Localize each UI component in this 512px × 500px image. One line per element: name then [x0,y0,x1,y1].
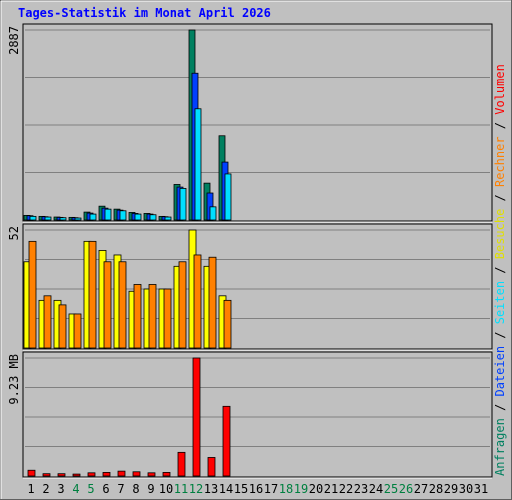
day-label-23: 23 [354,482,368,496]
legend-item: Rechner [493,136,507,194]
bar-seiten-day-5 [89,213,97,221]
day-label-2: 2 [42,482,49,496]
bar-rechner-day-5 [88,240,97,349]
bar-seiten-day-6 [104,208,112,221]
bar-seiten-day-4 [74,217,82,221]
bar-volumen-day-11 [177,451,186,477]
volume-panel: 9.23 MB [7,351,493,479]
day-label-17: 17 [264,482,278,496]
bar-seiten-day-2 [44,216,52,221]
series-legend: Anfragen / Dateien / Seiten / Besuche / … [493,64,507,476]
hits-plot-area [22,23,493,222]
bar-volumen-day-6 [102,472,111,477]
bar-rechner-day-3 [58,304,67,349]
bar-seiten-day-13 [209,206,217,221]
day-label-7: 7 [117,482,124,496]
bar-seiten-day-8 [134,213,142,221]
bar-volumen-day-13 [207,457,216,477]
bar-rechner-day-13 [208,256,217,349]
day-label-29: 29 [444,482,458,496]
bar-rechner-day-6 [103,261,112,349]
bar-rechner-day-7 [118,261,127,349]
bar-rechner-day-1 [28,240,37,349]
volume-max-label: 9.23 MB [7,354,21,405]
hits-panel: 2887 [7,23,493,223]
legend-item: / [493,194,507,208]
day-label-22: 22 [339,482,353,496]
bar-volumen-day-9 [147,472,156,477]
bar-volumen-day-4 [72,473,81,477]
legend-item: / [493,266,507,280]
legend-item: Volumen [493,64,507,122]
day-label-9: 9 [147,482,154,496]
bar-volumen-day-12 [192,357,201,477]
day-label-27: 27 [414,482,428,496]
bar-volumen-day-14 [222,405,231,477]
hits-max-label: 2887 [7,26,21,55]
bar-rechner-day-10 [163,288,172,349]
day-label-24: 24 [369,482,383,496]
bar-volumen-day-5 [87,472,96,477]
legend-item: Besuche [493,209,507,267]
day-label-15: 15 [234,482,248,496]
bar-seiten-day-7 [119,210,127,221]
day-label-11: 11 [174,482,188,496]
legend-item: / [493,332,507,346]
day-label-6: 6 [102,482,109,496]
legend-item: Seiten [493,281,507,332]
bar-volumen-day-2 [42,473,51,477]
bar-rechner-day-9 [148,284,157,349]
legend-item: / [493,122,507,136]
bar-volumen-day-3 [57,473,66,477]
day-label-28: 28 [429,482,443,496]
visits-max-label: 52 [7,226,21,240]
day-label-19: 19 [294,482,308,496]
bar-rechner-day-11 [178,261,187,349]
bar-volumen-day-7 [117,470,126,477]
legend-item: / [493,404,507,418]
day-axis: 1 2 3 4 5 6 7 8 9 10 11 12 13 14 15 16 17 18 19 20 21 22 23 24 2… [27,482,488,496]
bar-seiten-day-10 [164,216,172,221]
bar-seiten-day-9 [149,214,157,221]
bar-rechner-day-2 [43,295,52,349]
day-label-12: 12 [189,482,203,496]
day-label-21: 21 [324,482,338,496]
legend-item: Dateien [493,346,507,404]
day-label-18: 18 [279,482,293,496]
bar-rechner-day-4 [73,313,82,349]
chart-title: Tages-Statistik im Monat April 2026 [18,6,271,20]
day-label-4: 4 [72,482,79,496]
bar-seiten-day-14 [224,173,232,221]
day-label-16: 16 [249,482,263,496]
day-label-26: 26 [399,482,413,496]
day-label-14: 14 [219,482,233,496]
day-label-31: 31 [474,482,488,496]
day-label-13: 13 [204,482,218,496]
day-label-5: 5 [87,482,94,496]
visits-panel: 52 [7,223,493,351]
bar-volumen-day-8 [132,471,141,477]
day-label-1: 1 [27,482,34,496]
bar-rechner-day-12 [193,254,202,349]
bar-rechner-day-8 [133,284,142,349]
day-label-8: 8 [132,482,139,496]
day-label-25: 25 [384,482,398,496]
day-label-3: 3 [57,482,64,496]
day-label-10: 10 [159,482,173,496]
bar-volumen-day-1 [27,469,36,477]
bar-volumen-day-10 [162,472,171,477]
bar-rechner-day-14 [223,299,232,349]
volume-plot-area [22,351,493,478]
day-label-30: 30 [459,482,473,496]
bar-seiten-day-11 [179,188,187,221]
day-label-20: 20 [309,482,323,496]
bar-seiten-day-3 [59,217,67,221]
legend-item: Anfragen [493,418,507,476]
bar-seiten-day-1 [29,215,37,221]
bar-seiten-day-12 [194,108,202,221]
